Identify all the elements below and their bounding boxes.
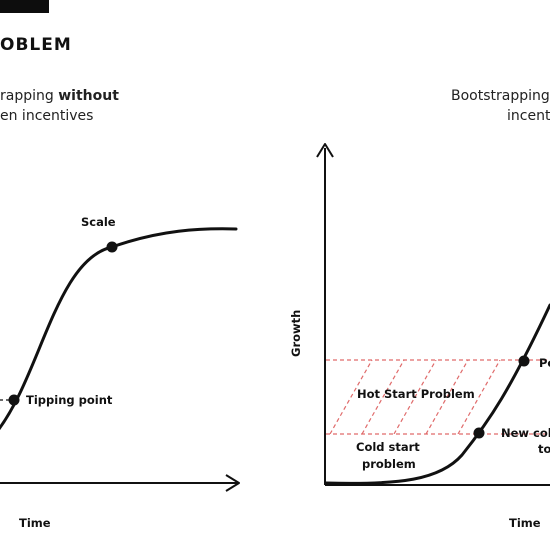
new-cold-label-line1: New col	[501, 426, 550, 440]
hot-start-label: Hot Start Problem	[357, 387, 475, 401]
new-cold-label-line2: to	[538, 442, 550, 456]
right-time-label: Time	[509, 516, 541, 530]
right-growth-curve	[324, 303, 550, 485]
po-label: Po	[539, 356, 550, 370]
left-growth-curve	[0, 227, 238, 430]
scale-label: Scale	[81, 215, 116, 229]
left-x-axis-arrow-icon	[225, 474, 240, 492]
page-heading: OBLEM	[0, 35, 72, 55]
right-subtitle-line1: Bootstrapping	[451, 88, 550, 104]
right-subtitle-line2: incent	[507, 108, 550, 124]
right-y-axis-arrow-icon	[316, 143, 334, 158]
left-subtitle-bold: without	[58, 88, 119, 104]
left-subtitle-line2: en incentives	[0, 108, 94, 124]
title-bar	[0, 0, 49, 13]
left-subtitle-line1: rapping without	[0, 86, 119, 106]
left-subtitle-plain: rapping	[0, 88, 59, 104]
cold-start-label-line2: problem	[362, 457, 416, 471]
new-cold-start-point	[473, 427, 485, 439]
tipping-point-dot	[8, 394, 20, 406]
cold-start-label-line1: Cold start	[356, 440, 420, 454]
growth-axis-label: Growth	[289, 310, 303, 357]
hot-start-zone	[326, 359, 550, 435]
tipping-point-label: Tipping point	[26, 393, 113, 407]
left-time-label: Time	[19, 516, 51, 530]
po-point	[518, 355, 530, 367]
scale-point	[106, 241, 118, 253]
